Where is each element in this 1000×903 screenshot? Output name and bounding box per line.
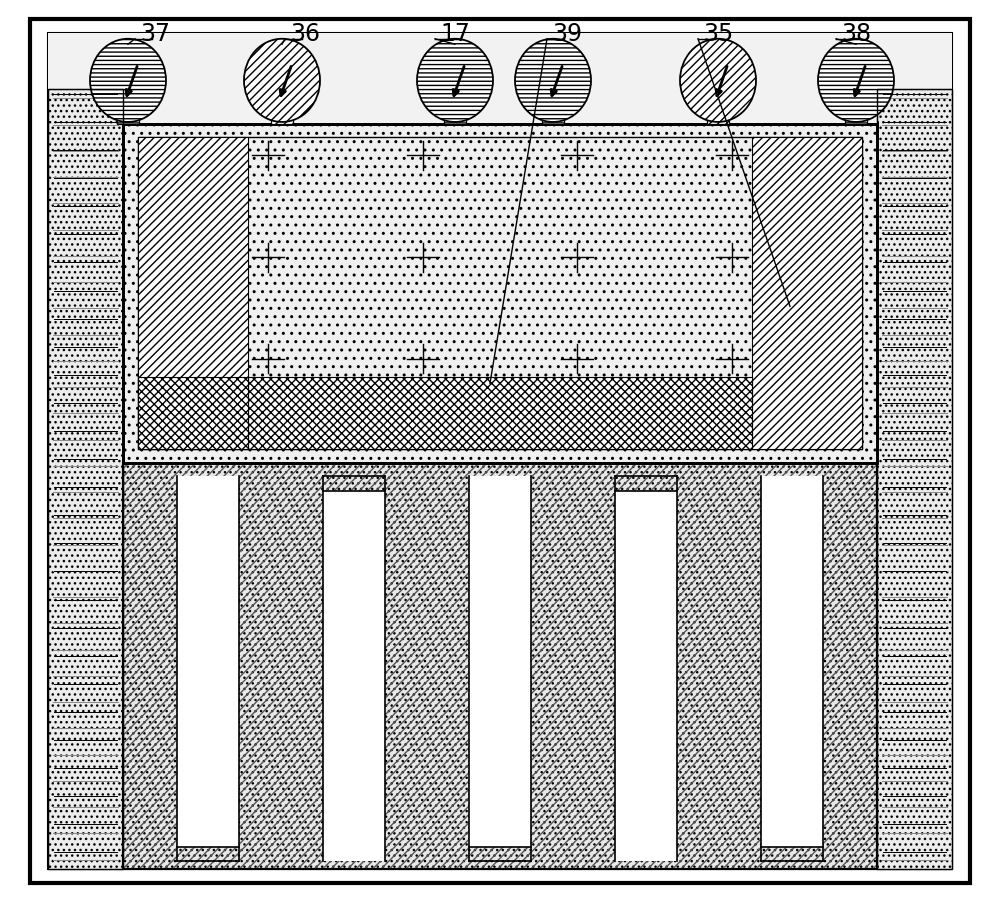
Bar (48, 90, 123, 869)
Bar (615, 491, 677, 861)
Bar (138, 377, 248, 450)
Bar (845, 88, 867, 125)
Text: 17: 17 (440, 23, 470, 46)
Bar (752, 138, 862, 450)
Text: 39: 39 (552, 23, 582, 46)
Bar (877, 90, 952, 869)
Bar (271, 88, 293, 125)
Bar (707, 88, 729, 125)
Ellipse shape (417, 40, 493, 123)
Bar (542, 88, 564, 125)
Bar (177, 477, 239, 847)
Bar (48, 90, 123, 869)
Bar (444, 88, 466, 125)
Bar (248, 377, 752, 450)
Ellipse shape (680, 40, 756, 123)
Text: 37: 37 (140, 23, 170, 46)
Ellipse shape (515, 40, 591, 123)
Text: 36: 36 (290, 23, 320, 46)
Bar (469, 477, 531, 847)
Bar (117, 88, 139, 125)
Ellipse shape (244, 40, 320, 123)
Bar (123, 463, 877, 869)
Bar (323, 491, 385, 861)
Ellipse shape (818, 40, 894, 123)
Bar (761, 477, 823, 847)
Bar (123, 125, 877, 463)
Bar (877, 90, 952, 869)
Bar (123, 463, 877, 869)
Text: 35: 35 (703, 23, 733, 46)
Bar (123, 463, 877, 869)
Bar (48, 34, 952, 125)
Bar (138, 138, 862, 450)
Bar (138, 138, 248, 450)
Bar (123, 125, 877, 463)
Text: 38: 38 (841, 23, 871, 46)
Ellipse shape (90, 40, 166, 123)
